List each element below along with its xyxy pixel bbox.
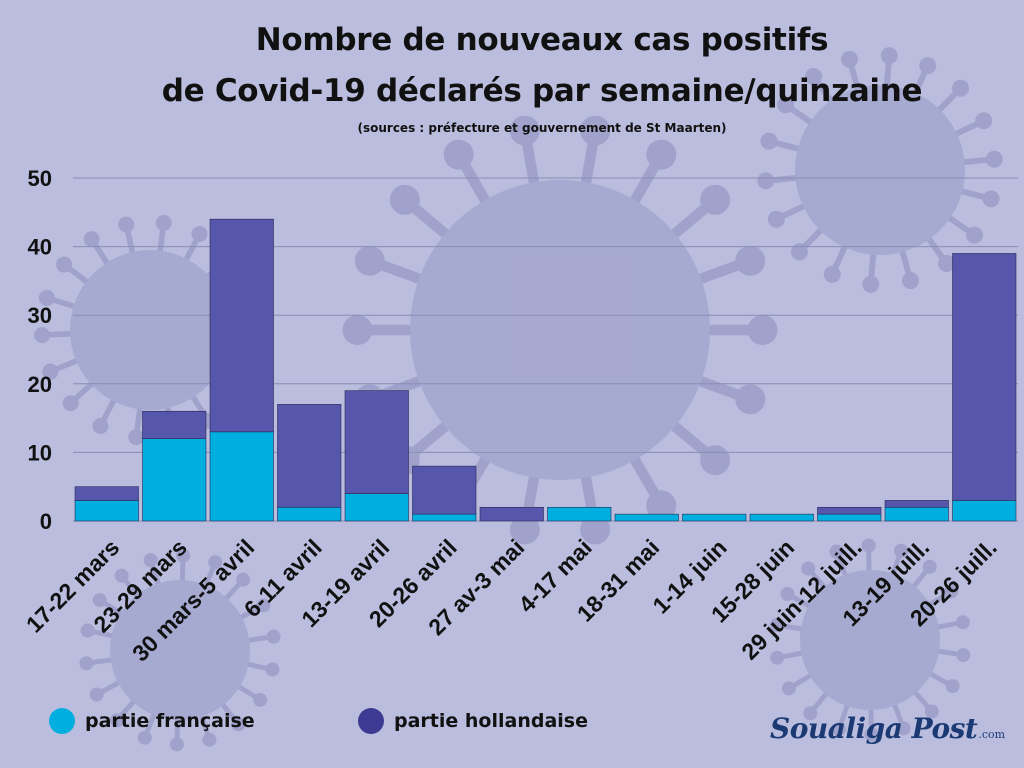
legend-swatch-francaise (49, 708, 75, 734)
bar-francaise-2 (209, 431, 274, 522)
brand-logo: Soualiga Post .com (770, 712, 1005, 745)
chart-title-line-1: Nombre de nouveaux cas positifs (255, 22, 829, 58)
chart-title-line-2: de Covid-19 déclarés par semaine/quinzai… (161, 73, 923, 109)
bar-francaise-10 (749, 513, 814, 522)
bar-francaise-0 (74, 500, 139, 522)
bar-francaise-3 (277, 506, 342, 522)
legend-label-hollandaise: partie hollandaise (394, 710, 588, 732)
legend-swatch-hollandaise (358, 708, 384, 734)
bar-hollandaise-0 (74, 486, 139, 501)
virus-particle-3 (79, 548, 281, 752)
bar-francaise-1 (142, 438, 207, 522)
legend-label-francaise: partie française (85, 710, 255, 732)
bar-hollandaise-13 (952, 253, 1017, 501)
virus-particle-4 (769, 538, 971, 742)
bar-hollandaise-4 (344, 390, 409, 494)
bar-hollandaise-11 (817, 506, 882, 515)
y-tick-label: 30 (28, 303, 52, 328)
bar-hollandaise-12 (884, 500, 949, 508)
bar-hollandaise-1 (142, 410, 207, 439)
y-tick-label: 40 (28, 235, 52, 260)
bar-francaise-4 (344, 493, 409, 522)
x-tick-label: 29 juin-12 juill. (736, 534, 866, 664)
virus-particle-2 (757, 47, 1003, 293)
legend-item-hollandaise: partie hollandaise (358, 708, 588, 734)
bar-francaise-8 (614, 513, 679, 522)
y-tick-label: 20 (28, 372, 52, 397)
brand-name: Soualiga Post (770, 712, 978, 745)
bar-hollandaise-3 (277, 404, 342, 508)
bar-francaise-5 (412, 513, 477, 522)
x-tick-label: 30 mars-5 avril (127, 534, 259, 666)
bar-francaise-13 (952, 500, 1017, 522)
bars (74, 218, 1017, 522)
chart-subtitle: (sources : préfecture et gouvernement de… (357, 121, 727, 135)
bar-francaise-7 (547, 506, 612, 522)
bar-hollandaise-6 (479, 506, 544, 522)
y-tick-label: 0 (40, 509, 52, 534)
bar-hollandaise-2 (209, 218, 274, 433)
bar-francaise-12 (884, 506, 949, 522)
brand-tld: .com (978, 728, 1006, 741)
bar-francaise-11 (817, 513, 882, 522)
legend-item-francaise: partie française (49, 708, 255, 734)
y-tick-label: 10 (28, 440, 52, 465)
bar-hollandaise-5 (412, 465, 477, 515)
y-tick-label: 50 (28, 166, 52, 191)
y-axis-ticks: 0 10 20 30 40 50 (28, 166, 52, 534)
bar-francaise-9 (682, 513, 747, 522)
